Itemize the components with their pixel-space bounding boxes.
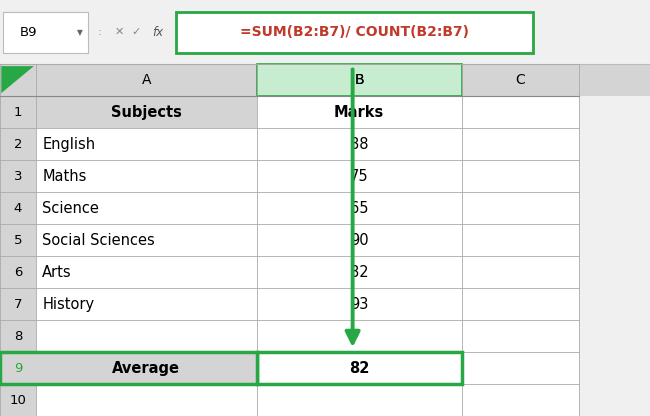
- Text: Maths: Maths: [42, 169, 86, 184]
- Text: B: B: [354, 74, 364, 87]
- Bar: [462, 352, 578, 384]
- Text: B: B: [354, 74, 364, 87]
- Bar: [0, 64, 650, 97]
- Bar: [0, 256, 36, 288]
- Bar: [462, 129, 578, 160]
- Text: 8: 8: [14, 329, 22, 343]
- Bar: [36, 384, 257, 416]
- Bar: [0, 97, 36, 129]
- Bar: [0, 384, 36, 416]
- Bar: [462, 256, 578, 288]
- Text: Arts: Arts: [42, 265, 72, 280]
- Text: :: :: [98, 27, 101, 37]
- Text: Marks: Marks: [334, 105, 384, 120]
- Bar: [257, 352, 462, 384]
- Text: ▼: ▼: [77, 28, 83, 37]
- Bar: [36, 256, 257, 288]
- Bar: [578, 97, 650, 129]
- Bar: [462, 97, 578, 129]
- Bar: [257, 160, 462, 192]
- Text: B9: B9: [20, 26, 37, 39]
- Bar: [578, 256, 650, 288]
- Bar: [0, 160, 36, 192]
- Text: 90: 90: [350, 233, 369, 248]
- Bar: [257, 320, 462, 352]
- Text: ✕: ✕: [114, 27, 124, 37]
- Bar: [257, 64, 462, 97]
- Bar: [3, 12, 88, 53]
- Bar: [578, 288, 650, 320]
- Bar: [257, 224, 462, 256]
- Bar: [36, 320, 257, 352]
- Bar: [36, 129, 257, 160]
- Bar: [578, 320, 650, 352]
- Text: 4: 4: [14, 202, 22, 215]
- Bar: [36, 352, 257, 384]
- Bar: [462, 224, 578, 256]
- Bar: [462, 192, 578, 224]
- Bar: [36, 97, 257, 129]
- Bar: [578, 384, 650, 416]
- Text: 93: 93: [350, 297, 369, 312]
- Bar: [462, 384, 578, 416]
- Bar: [578, 352, 650, 384]
- Text: 3: 3: [14, 170, 22, 183]
- Bar: [257, 384, 462, 416]
- Text: 82: 82: [350, 265, 369, 280]
- Bar: [0, 0, 650, 64]
- Text: 82: 82: [349, 361, 369, 376]
- Text: 10: 10: [10, 394, 26, 406]
- Bar: [36, 288, 257, 320]
- Text: 65: 65: [350, 201, 369, 216]
- Text: =SUM(B2:B7)/ COUNT(B2:B7): =SUM(B2:B7)/ COUNT(B2:B7): [240, 25, 469, 39]
- Bar: [36, 160, 257, 192]
- Bar: [257, 192, 462, 224]
- Text: 2: 2: [14, 138, 22, 151]
- Bar: [462, 288, 578, 320]
- Bar: [257, 352, 462, 384]
- Bar: [36, 192, 257, 224]
- Bar: [0, 352, 36, 384]
- Text: English: English: [42, 137, 96, 152]
- Text: 88: 88: [350, 137, 369, 152]
- Text: 9: 9: [14, 362, 22, 374]
- Bar: [257, 288, 462, 320]
- Text: 5: 5: [14, 234, 22, 247]
- Text: 6: 6: [14, 266, 22, 279]
- Text: 9: 9: [14, 362, 22, 374]
- Text: 82: 82: [349, 361, 369, 376]
- Text: History: History: [42, 297, 94, 312]
- Bar: [578, 192, 650, 224]
- Bar: [0, 320, 36, 352]
- Bar: [36, 224, 257, 256]
- Text: Average: Average: [112, 361, 180, 376]
- Bar: [578, 224, 650, 256]
- Bar: [257, 256, 462, 288]
- Text: A: A: [142, 74, 151, 87]
- Bar: [0, 352, 257, 384]
- Bar: [176, 12, 533, 53]
- Text: C: C: [515, 74, 525, 87]
- Text: 1: 1: [14, 106, 22, 119]
- Text: fx: fx: [152, 26, 164, 39]
- Text: Social Sciences: Social Sciences: [42, 233, 155, 248]
- Text: 75: 75: [350, 169, 369, 184]
- Text: Subjects: Subjects: [111, 105, 182, 120]
- Bar: [0, 192, 36, 224]
- Bar: [578, 129, 650, 160]
- Bar: [257, 129, 462, 160]
- Text: 7: 7: [14, 298, 22, 311]
- Bar: [257, 97, 462, 129]
- Text: Science: Science: [42, 201, 99, 216]
- Bar: [0, 224, 36, 256]
- Bar: [0, 288, 36, 320]
- Bar: [462, 320, 578, 352]
- Bar: [578, 160, 650, 192]
- Text: Average: Average: [112, 361, 180, 376]
- Bar: [0, 129, 36, 160]
- Polygon shape: [1, 66, 34, 93]
- Text: ✓: ✓: [132, 27, 141, 37]
- Bar: [462, 160, 578, 192]
